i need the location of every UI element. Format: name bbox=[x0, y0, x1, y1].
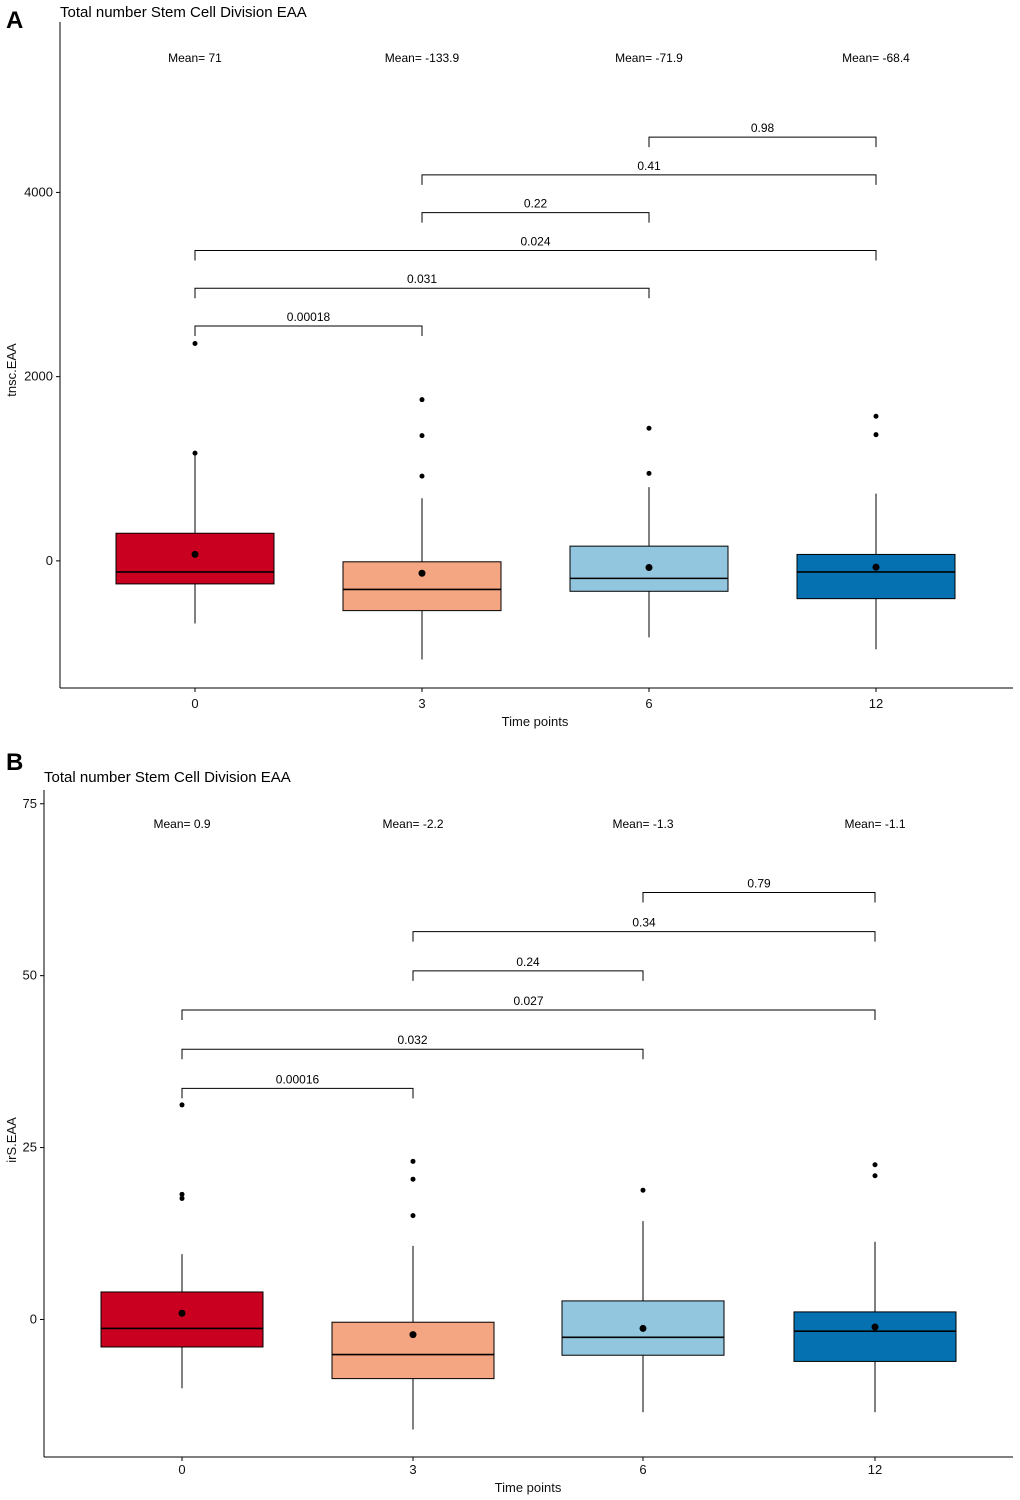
mean-point bbox=[639, 1324, 647, 1332]
outlier-point bbox=[872, 1173, 878, 1179]
mean-label: Mean= 0.9 bbox=[153, 817, 210, 831]
comparison-bracket bbox=[181, 1048, 644, 1060]
x-tick-label: 0 bbox=[178, 1462, 185, 1477]
outlier-point bbox=[179, 1191, 185, 1197]
panel-letter: B bbox=[6, 749, 23, 776]
outlier-point bbox=[873, 413, 879, 419]
p-value-label: 0.031 bbox=[407, 272, 437, 286]
x-axis-label: Time points bbox=[502, 714, 569, 729]
mean-label: Mean= -2.2 bbox=[382, 817, 443, 831]
comparison-bracket bbox=[642, 891, 876, 903]
y-tick-label: 50 bbox=[23, 968, 37, 983]
p-value-label: 0.22 bbox=[524, 197, 548, 211]
comparison-bracket bbox=[181, 1087, 414, 1099]
box bbox=[100, 1291, 264, 1348]
plot-area: 0 2000 4000 0 3 6 12 Mean= 71 Mean= -133.9 Mean= … bbox=[24, 22, 1013, 711]
mean-point bbox=[418, 569, 426, 577]
outlier-point bbox=[410, 1213, 416, 1219]
comparison-bracket bbox=[194, 287, 650, 299]
chart-title: Total number Stem Cell Division EAA bbox=[44, 769, 291, 786]
x-axis-label: Time points bbox=[495, 1480, 562, 1495]
p-value-label: 0.41 bbox=[637, 159, 661, 173]
mean-point bbox=[178, 1309, 186, 1317]
mean-point bbox=[409, 1331, 417, 1339]
mean-label: Mean= 71 bbox=[168, 51, 222, 65]
p-value-label: 0.24 bbox=[516, 955, 540, 969]
p-value-label: 0.79 bbox=[747, 876, 771, 890]
box bbox=[342, 561, 502, 612]
outlier-point bbox=[872, 1162, 878, 1168]
mean-label: Mean= -133.9 bbox=[385, 51, 460, 65]
outlier-point bbox=[419, 433, 425, 439]
y-tick-label: 2000 bbox=[24, 369, 53, 384]
box bbox=[115, 532, 275, 585]
mean-point bbox=[871, 1323, 879, 1331]
p-value-label: 0.024 bbox=[520, 234, 550, 248]
comparison-bracket bbox=[648, 136, 877, 148]
box bbox=[793, 1311, 957, 1362]
outlier-point bbox=[192, 340, 198, 346]
y-tick-label: 75 bbox=[23, 796, 37, 811]
x-tick-label: 0 bbox=[191, 696, 198, 711]
y-tick-label: 0 bbox=[30, 1311, 37, 1326]
comparison-bracket bbox=[421, 212, 650, 223]
mean-label: Mean= -1.3 bbox=[612, 817, 673, 831]
p-value-label: 0.032 bbox=[397, 1033, 427, 1047]
y-tick-label: 4000 bbox=[24, 184, 53, 199]
outlier-point bbox=[179, 1102, 185, 1108]
x-tick-label: 12 bbox=[868, 1462, 882, 1477]
comparison-bracket bbox=[181, 1009, 876, 1021]
outlier-point bbox=[410, 1176, 416, 1182]
p-value-label: 0.98 bbox=[751, 121, 775, 135]
mean-point bbox=[191, 550, 199, 558]
y-axis-label: irS.EAA bbox=[4, 1117, 19, 1163]
outlier-point bbox=[646, 470, 652, 476]
x-tick-label: 3 bbox=[409, 1462, 416, 1477]
mean-point bbox=[872, 563, 880, 571]
p-value-label: 0.00018 bbox=[287, 310, 331, 324]
mean-label: Mean= -71.9 bbox=[615, 51, 683, 65]
comparison-bracket bbox=[194, 249, 877, 261]
p-value-label: 0.00016 bbox=[276, 1072, 320, 1086]
comparison-bracket bbox=[412, 931, 876, 942]
p-value-label: 0.027 bbox=[513, 994, 543, 1008]
outlier-point bbox=[419, 473, 425, 479]
box bbox=[331, 1321, 495, 1380]
outlier-point bbox=[179, 1195, 185, 1201]
comparison-bracket bbox=[194, 325, 423, 336]
y-axis-label: tnsc.EAA bbox=[4, 343, 19, 397]
mean-label: Mean= -68.4 bbox=[842, 51, 910, 65]
box bbox=[796, 553, 956, 600]
x-tick-label: 6 bbox=[645, 696, 652, 711]
y-tick-label: 25 bbox=[23, 1140, 37, 1155]
outlier-point bbox=[646, 425, 652, 431]
plot-area: 0 25 50 75 0 3 6 12 Mean= 0.9 Mean= -2.2 Mean= -1.… bbox=[23, 790, 1013, 1477]
panel-a: A Total number Stem Cell Division EAA Ti… bbox=[4, 4, 1013, 729]
outlier-point bbox=[419, 397, 425, 403]
panel-b: B Total number Stem Cell Division EAA Ti… bbox=[4, 749, 1013, 1495]
x-tick-label: 12 bbox=[869, 696, 883, 711]
p-value-label: 0.34 bbox=[632, 916, 656, 930]
chart-title: Total number Stem Cell Division EAA bbox=[60, 4, 307, 21]
mean-point bbox=[645, 564, 653, 572]
x-tick-label: 3 bbox=[418, 696, 425, 711]
comparison-bracket bbox=[421, 174, 877, 185]
outlier-point bbox=[640, 1187, 646, 1193]
outlier-point bbox=[410, 1158, 416, 1164]
outlier-point bbox=[873, 432, 879, 438]
y-tick-label: 0 bbox=[46, 553, 53, 568]
mean-label: Mean= -1.1 bbox=[844, 817, 905, 831]
x-tick-label: 6 bbox=[639, 1462, 646, 1477]
outlier-point bbox=[192, 450, 198, 456]
panel-letter: A bbox=[6, 7, 23, 34]
comparison-bracket bbox=[412, 970, 644, 981]
